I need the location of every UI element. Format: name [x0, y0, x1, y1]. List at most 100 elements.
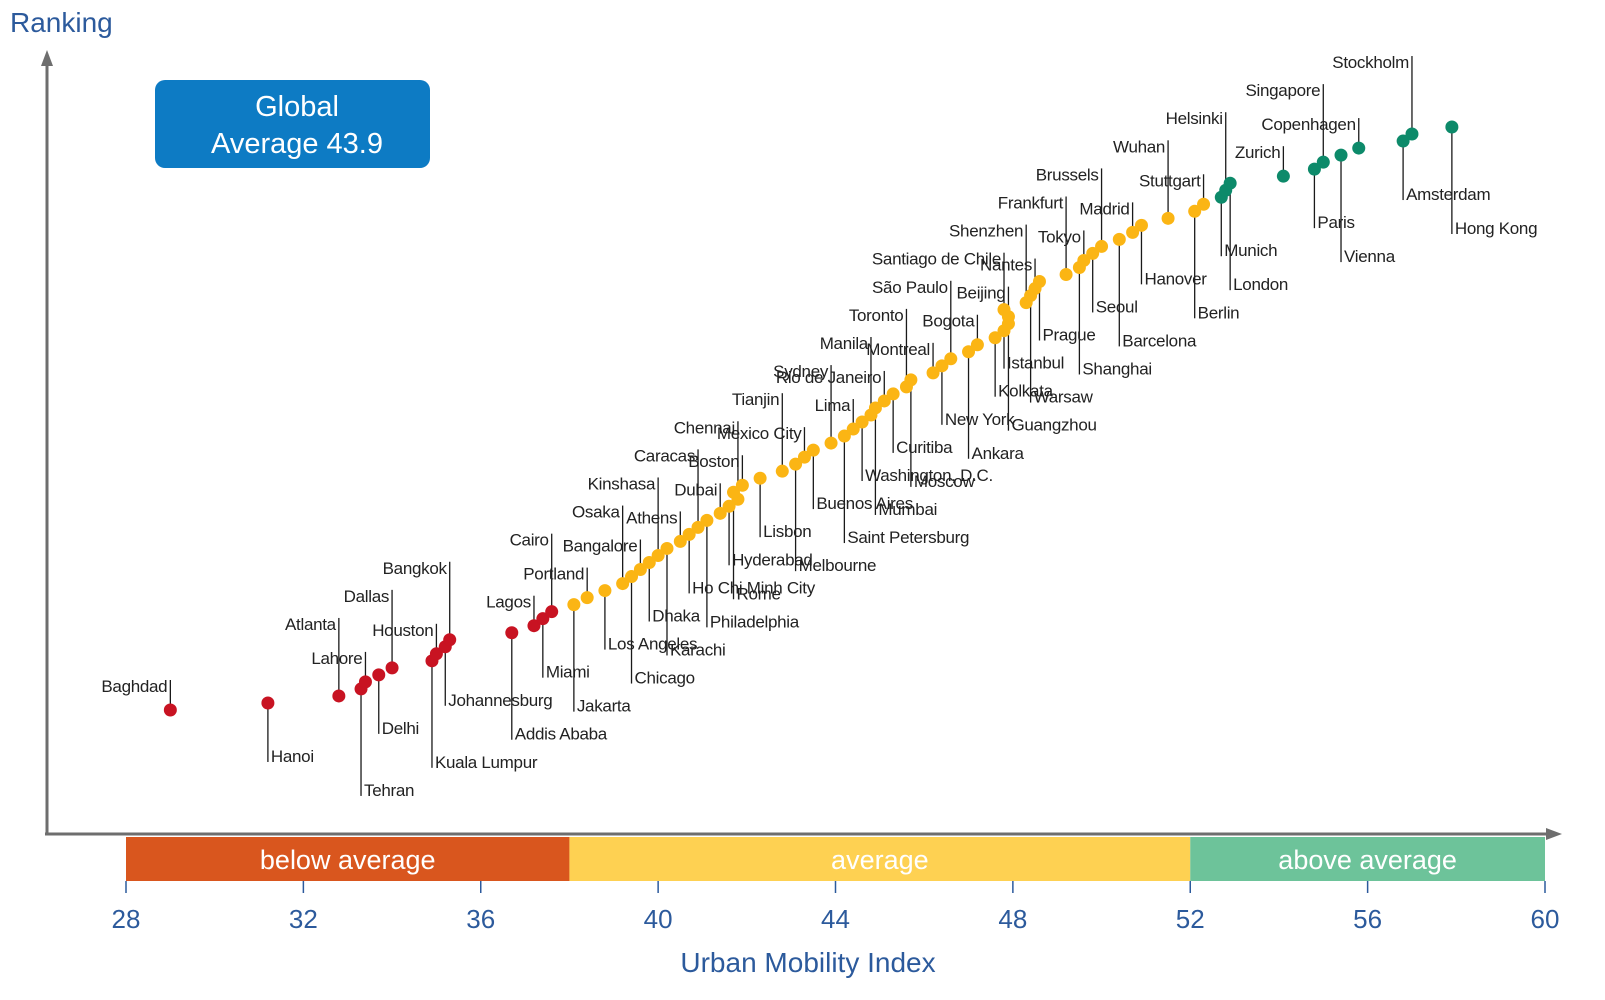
point-brussels [1095, 239, 1109, 253]
city-label-stockholm: Stockholm [1332, 53, 1409, 72]
point-tianjin [775, 464, 789, 478]
point-melbourne [789, 457, 803, 471]
city-label-wuhan: Wuhan [1113, 137, 1165, 156]
city-label-philadelphia: Philadelphia [710, 612, 800, 631]
city-label-prague: Prague [1042, 326, 1095, 345]
city-label-helsinki: Helsinki [1166, 109, 1223, 128]
city-label-kolkata: Kolkata [998, 382, 1053, 401]
point-washington-d-c [855, 415, 869, 429]
city-label-bangalore: Bangalore [563, 537, 638, 556]
point-bogota [970, 338, 984, 352]
point-bangkok [443, 633, 457, 647]
city-label-hyderabad: Hyderabad [732, 550, 812, 569]
city-label-addis-ababa: Addis Ababa [515, 725, 608, 744]
point-frankfurt [1059, 268, 1073, 282]
city-label-dhaka: Dhaka [652, 606, 700, 625]
point-montreal [926, 366, 940, 380]
city-label-hanover: Hanover [1144, 269, 1207, 288]
x-tick-label-40: 40 [644, 904, 673, 934]
x-axis-arrow [1546, 828, 1562, 840]
point-addis-ababa [505, 626, 519, 640]
point-barcelona [1112, 232, 1126, 246]
point-amsterdam [1396, 134, 1410, 148]
city-label-portland: Portland [523, 565, 584, 584]
point-stuttgart [1197, 197, 1211, 211]
point-singapore [1316, 155, 1330, 169]
city-label-karachi: Karachi [670, 640, 726, 659]
axes [41, 50, 1562, 840]
city-label-bangkok: Bangkok [383, 559, 448, 578]
point-copenhagen [1352, 141, 1366, 155]
city-label-montreal: Montreal [866, 340, 930, 359]
point-vienna [1334, 148, 1348, 162]
city-label-madrid: Madrid [1079, 199, 1129, 218]
city-label-dallas: Dallas [344, 587, 389, 606]
city-label-toronto: Toronto [849, 306, 904, 325]
city-label-frankfurt: Frankfurt [998, 194, 1064, 213]
city-label-singapore: Singapore [1245, 81, 1320, 100]
global-average-badge [155, 80, 430, 168]
point-moscow [904, 373, 918, 387]
city-label-rome: Rome [737, 584, 781, 603]
city-label-paris: Paris [1317, 213, 1354, 232]
city-label-washington-d-c: Washington, D.C. [865, 466, 993, 485]
city-label-guangzhou: Guangzhou [1011, 416, 1096, 435]
city-label-boston: Boston [688, 452, 739, 471]
point-atlanta [332, 689, 346, 703]
point-wuhan [1161, 211, 1175, 225]
city-label-caracas: Caracas [634, 446, 695, 465]
point-lagos [527, 619, 541, 633]
point-mumbai [868, 401, 882, 415]
point-karachi [660, 541, 674, 555]
city-label-jakarta: Jakarta [577, 697, 631, 716]
city-label-santiago-de-chile: Santiago de Chile [872, 250, 1001, 269]
city-label-shenzhen: Shenzhen [949, 222, 1023, 241]
band-above-average [1190, 837, 1545, 881]
city-label-melbourne: Melbourne [799, 556, 877, 575]
point-lisbon [753, 471, 767, 485]
city-label-zurich: Zurich [1235, 143, 1280, 162]
point-boston [735, 478, 749, 492]
city-label-johannesburg: Johannesburg [448, 691, 552, 710]
point-rome [727, 485, 741, 499]
x-axis-title: Urban Mobility Index [680, 947, 935, 978]
point-hyderabad [722, 499, 736, 513]
band-average [569, 837, 1191, 881]
point-paris [1307, 162, 1321, 176]
point-houston [429, 647, 443, 661]
city-label-chicago: Chicago [635, 669, 695, 688]
city-label-baghdad: Baghdad [101, 677, 167, 696]
y-axis-arrow [41, 50, 53, 66]
point-philadelphia [700, 513, 714, 527]
point-jakarta [567, 598, 581, 612]
x-tick-label-36: 36 [466, 904, 495, 934]
point-rio-de-janeiro [877, 394, 891, 408]
point-saint-petersburg [837, 429, 851, 443]
city-label-stuttgart: Stuttgart [1139, 171, 1201, 190]
x-tick-label-60: 60 [1531, 904, 1560, 934]
city-label-atlanta: Atlanta [285, 615, 337, 634]
x-tick-label-28: 28 [112, 904, 141, 934]
city-label-hanoi: Hanoi [271, 747, 314, 766]
global-average-line2: Average 43.9 [211, 128, 383, 160]
city-label-los-angeles: Los Angeles [608, 635, 697, 654]
city-label-brussels: Brussels [1036, 165, 1099, 184]
city-label-warsaw: Warsaw [1034, 388, 1094, 407]
point-london [1223, 176, 1237, 190]
point-ho-chi-minh-city [682, 527, 696, 541]
city-label-vienna: Vienna [1344, 247, 1396, 266]
global-average-box: Global Average 43.9 [155, 80, 430, 168]
band-below-average [126, 837, 570, 881]
point-madrid [1126, 225, 1140, 239]
point-kolkata [988, 331, 1002, 345]
point-hanoi [261, 696, 275, 710]
point-prague [1032, 275, 1046, 289]
point-dallas [385, 661, 399, 675]
city-label-nantes: Nantes [980, 256, 1032, 275]
city-label-tehran: Tehran [364, 781, 414, 800]
point-bangalore [633, 563, 647, 577]
city-label-athens: Athens [626, 508, 677, 527]
city-label-bogota: Bogota [922, 312, 975, 331]
city-label-kuala-lumpur: Kuala Lumpur [435, 753, 538, 772]
